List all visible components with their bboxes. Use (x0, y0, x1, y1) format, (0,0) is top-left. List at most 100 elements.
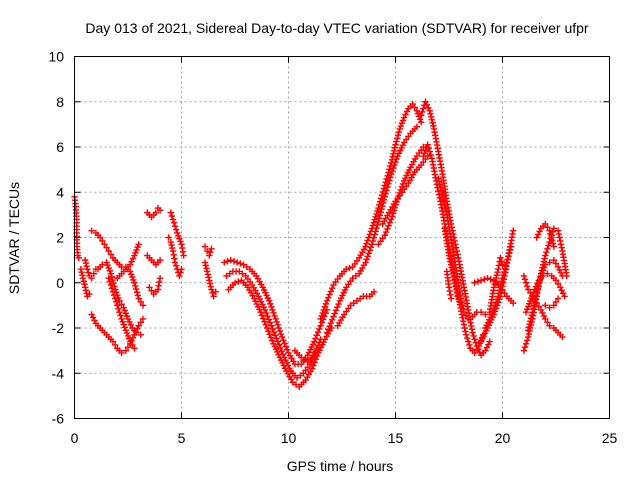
data-point-fill (403, 108, 411, 115)
data-point (201, 243, 209, 250)
data-point (88, 227, 95, 234)
data-point (426, 107, 433, 114)
data-point (542, 220, 549, 228)
data-point-fill (459, 314, 466, 322)
data-point-fill (312, 348, 319, 356)
data-point-fill (535, 282, 542, 289)
data-point-fill (534, 231, 542, 238)
data-point (353, 297, 361, 305)
data-point-fill (559, 290, 567, 297)
data-point-fill (453, 247, 461, 255)
data-point-fill (390, 207, 398, 214)
data-point (137, 331, 145, 338)
data-point (439, 193, 446, 200)
data-point-fill (271, 312, 278, 320)
data-point-fill (544, 319, 551, 326)
data-point-fill (501, 265, 509, 272)
data-point (88, 311, 95, 318)
data-point-fill (536, 279, 543, 286)
data-point-fill (364, 253, 371, 260)
data-point-fill (493, 272, 500, 279)
series-s03 (82, 256, 100, 282)
data-point (90, 270, 97, 277)
data-point (178, 265, 185, 273)
data-point-fill (363, 256, 370, 263)
data-point-fill (276, 327, 284, 335)
data-point-fill (79, 272, 86, 279)
data-point-fill (382, 190, 389, 197)
data-point (495, 293, 502, 300)
data-point (533, 234, 540, 241)
data-point-fill (273, 335, 280, 342)
data-point (135, 322, 142, 329)
data-point-fill (277, 330, 285, 338)
data-point (482, 311, 489, 318)
data-point-fill (319, 309, 326, 317)
data-point (156, 207, 164, 214)
data-point-fill (230, 258, 238, 265)
data-point-fill (363, 240, 370, 247)
data-point-fill (377, 209, 384, 216)
data-point-fill (264, 313, 271, 320)
x-tick-label: 20 (495, 430, 511, 446)
data-point-fill (541, 255, 548, 262)
data-point-fill (557, 237, 564, 245)
data-point (422, 98, 429, 105)
data-point-fill (536, 275, 544, 283)
data-point-fill (85, 269, 92, 276)
series-s29 (443, 268, 455, 302)
data-point (375, 218, 382, 225)
data-point-fill (447, 258, 454, 265)
data-point-fill (529, 305, 537, 312)
data-point-fill (258, 312, 266, 319)
data-point-fill (260, 315, 267, 322)
data-point-fill (312, 356, 320, 363)
data-point-fill (507, 246, 514, 253)
data-point-fill (261, 318, 268, 325)
data-point-fill (129, 255, 137, 262)
data-point-fill (521, 344, 529, 351)
data-point-fill (473, 346, 481, 353)
data-point (537, 306, 545, 314)
data-point (236, 268, 243, 275)
data-point-fill (107, 251, 115, 258)
data-point-fill (316, 339, 323, 346)
data-point (266, 297, 273, 305)
data-point (490, 284, 498, 291)
y-axis: -6 -4 -2 0 2 4 6 8 10 (48, 49, 610, 427)
series-s32 (482, 243, 515, 332)
data-point-fill (521, 276, 529, 283)
data-point-fill (365, 250, 372, 257)
data-point-fill (452, 244, 460, 251)
data-point-fill (91, 317, 98, 324)
data-point-fill (316, 325, 323, 333)
data-point-fill (454, 251, 461, 258)
y-tick-label: 4 (56, 184, 64, 200)
data-point (409, 100, 416, 108)
data-point (116, 297, 123, 305)
data-point (471, 279, 478, 286)
data-point-fill (270, 328, 278, 336)
data-point-fill (390, 150, 397, 157)
data-point-fill (124, 344, 132, 351)
data-point-fill (179, 248, 187, 256)
y-tick-label: -4 (52, 365, 65, 381)
y-tick-label: 10 (48, 49, 64, 65)
data-point (381, 232, 388, 239)
data-point-fill (556, 266, 563, 274)
data-point-fill (498, 278, 505, 285)
data-point (167, 209, 174, 216)
data-point-fill (448, 264, 456, 271)
data-point-fill (327, 319, 335, 327)
data-point (99, 261, 106, 268)
data-point-fill (495, 290, 503, 297)
series-s16 (221, 256, 331, 368)
data-point (107, 270, 115, 277)
data-point (210, 293, 217, 300)
data-point-fill (531, 298, 538, 306)
data-point (109, 288, 117, 295)
data-point-fill (134, 292, 142, 299)
data-point (274, 338, 281, 345)
data-point-fill (462, 328, 469, 335)
